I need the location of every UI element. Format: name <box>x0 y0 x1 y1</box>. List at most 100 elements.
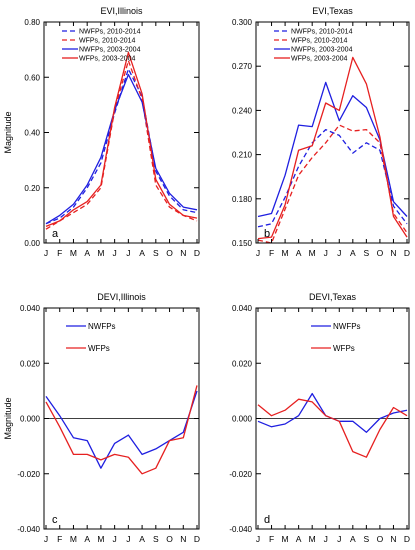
x-tick-label: S <box>153 534 159 544</box>
series-line <box>45 73 198 225</box>
series-line <box>45 68 198 225</box>
series-line <box>45 51 198 228</box>
legend-label: WFPs, 2010-2014 <box>79 38 136 45</box>
x-tick-label: A <box>296 534 302 544</box>
x-tick-label: M <box>282 248 289 258</box>
x-tick-label: M <box>70 534 77 544</box>
x-tick-label: S <box>153 248 159 258</box>
x-tick-label: F <box>57 248 62 258</box>
legend-label: NWFPs, 2010-2014 <box>79 29 141 36</box>
series-line <box>257 124 408 244</box>
legend: NWFPs WFPs <box>311 322 361 353</box>
panel-label: c <box>52 514 58 526</box>
legend: NWFPs, 2010-2014 WFPs, 2010-2014 NWFPs, 20… <box>62 29 141 63</box>
x-tick-label: D <box>404 534 410 544</box>
series-line <box>257 56 408 240</box>
x-tick-label: J <box>126 248 130 258</box>
y-tick-label: 0.80 <box>24 18 40 27</box>
y-tick-label: 0.000 <box>232 415 253 424</box>
legend-label: NWFPs, 2003-2004 <box>79 47 141 54</box>
x-tick-label: N <box>180 248 186 258</box>
y-tick-label: 0.210 <box>232 151 253 160</box>
legend-label: NWFPs <box>88 322 116 331</box>
chart-panel-1: EVI,Illinois Magnitude 0.00 0.20 0.40 0.60 0.8… <box>3 6 200 258</box>
x-tick-label: O <box>166 534 173 544</box>
legend-label: WFPs <box>88 344 110 353</box>
series-line <box>45 390 198 469</box>
y-tick-label: 0.180 <box>232 195 253 204</box>
chart-title: DEVI,Texas <box>309 292 357 302</box>
x-tick-label: N <box>180 534 186 544</box>
x-tick-label: J <box>113 534 117 544</box>
x-tick-label: M <box>309 248 316 258</box>
y-tick-label: 0.040 <box>232 304 253 313</box>
x-tick-label: M <box>97 534 104 544</box>
x-tick-label: D <box>404 248 410 258</box>
x-tick-label: O <box>377 248 384 258</box>
x-tick-label: O <box>166 248 173 258</box>
legend-label: NWFPs <box>333 322 361 331</box>
series-line <box>45 385 198 475</box>
plot-frame <box>255 21 410 244</box>
y-tick-label: -0.020 <box>229 470 252 479</box>
x-tick-label: A <box>139 534 145 544</box>
y-tick-label: -0.040 <box>229 525 252 534</box>
x-tick-label: J <box>256 534 260 544</box>
x-tick-label: S <box>364 534 370 544</box>
y-axis-label: Magnitude <box>3 111 13 153</box>
legend: NWFPs WFPs <box>66 322 116 353</box>
x-tick-label: A <box>139 248 145 258</box>
y-tick-label: 0.20 <box>24 184 40 193</box>
series-line <box>257 398 408 458</box>
x-tick-label: N <box>390 248 396 258</box>
chart-title: EVI,Texas <box>312 6 353 16</box>
x-tick-label: J <box>256 248 260 258</box>
x-tick-label: M <box>309 534 316 544</box>
legend-label: WFPs, 2003-2004 <box>291 56 348 63</box>
x-tick-label: D <box>194 534 200 544</box>
x-tick-label: J <box>324 534 328 544</box>
x-tick-label: M <box>282 534 289 544</box>
chart-panel-3: DEVI,Illinois Magnitude -0.040 -0.020 0.000 0… <box>3 292 200 544</box>
chart-title: DEVI,Illinois <box>97 292 146 302</box>
series-line <box>45 60 198 230</box>
y-tick-label: 0.40 <box>24 129 40 138</box>
y-tick-label: 0.020 <box>232 359 253 368</box>
y-tick-label: 0.000 <box>20 415 41 424</box>
x-tick-label: F <box>269 248 274 258</box>
x-tick-label: A <box>350 248 356 258</box>
x-tick-label: F <box>269 534 274 544</box>
x-tick-label: S <box>364 248 370 258</box>
x-tick-label: N <box>390 534 396 544</box>
x-tick-label: J <box>337 534 341 544</box>
y-tick-label: -0.020 <box>17 470 40 479</box>
legend-label: NWFPs, 2003-2004 <box>291 47 353 54</box>
y-tick-label: 0.00 <box>24 239 40 248</box>
y-tick-label: 0.270 <box>232 62 253 71</box>
x-tick-label: M <box>97 248 104 258</box>
y-tick-label: -0.040 <box>17 525 40 534</box>
x-tick-label: O <box>377 534 384 544</box>
panel-label: a <box>52 228 59 240</box>
panel-label: d <box>264 514 270 526</box>
x-tick-label: M <box>70 248 77 258</box>
x-tick-label: A <box>84 248 90 258</box>
x-tick-label: F <box>57 534 62 544</box>
panel-label: b <box>264 228 270 240</box>
x-tick-label: J <box>44 534 48 544</box>
x-tick-label: J <box>324 248 328 258</box>
y-tick-label: 0.150 <box>232 239 253 248</box>
x-tick-label: J <box>337 248 341 258</box>
y-axis-label: Magnitude <box>3 397 13 439</box>
y-tick-label: 0.240 <box>232 106 253 115</box>
legend-label: NWFPs, 2010-2014 <box>291 29 353 36</box>
legend-label: WFPs, 2010-2014 <box>291 38 348 45</box>
y-tick-label: 0.040 <box>20 304 41 313</box>
y-tick-label: 0.020 <box>20 359 41 368</box>
chart-title: EVI,Illinois <box>100 6 143 16</box>
x-tick-label: A <box>350 534 356 544</box>
chart-panel-2: EVI,Texas 0.150 0.180 0.210 0.240 0.270 0.300 J… <box>232 6 410 258</box>
x-tick-label: A <box>296 248 302 258</box>
